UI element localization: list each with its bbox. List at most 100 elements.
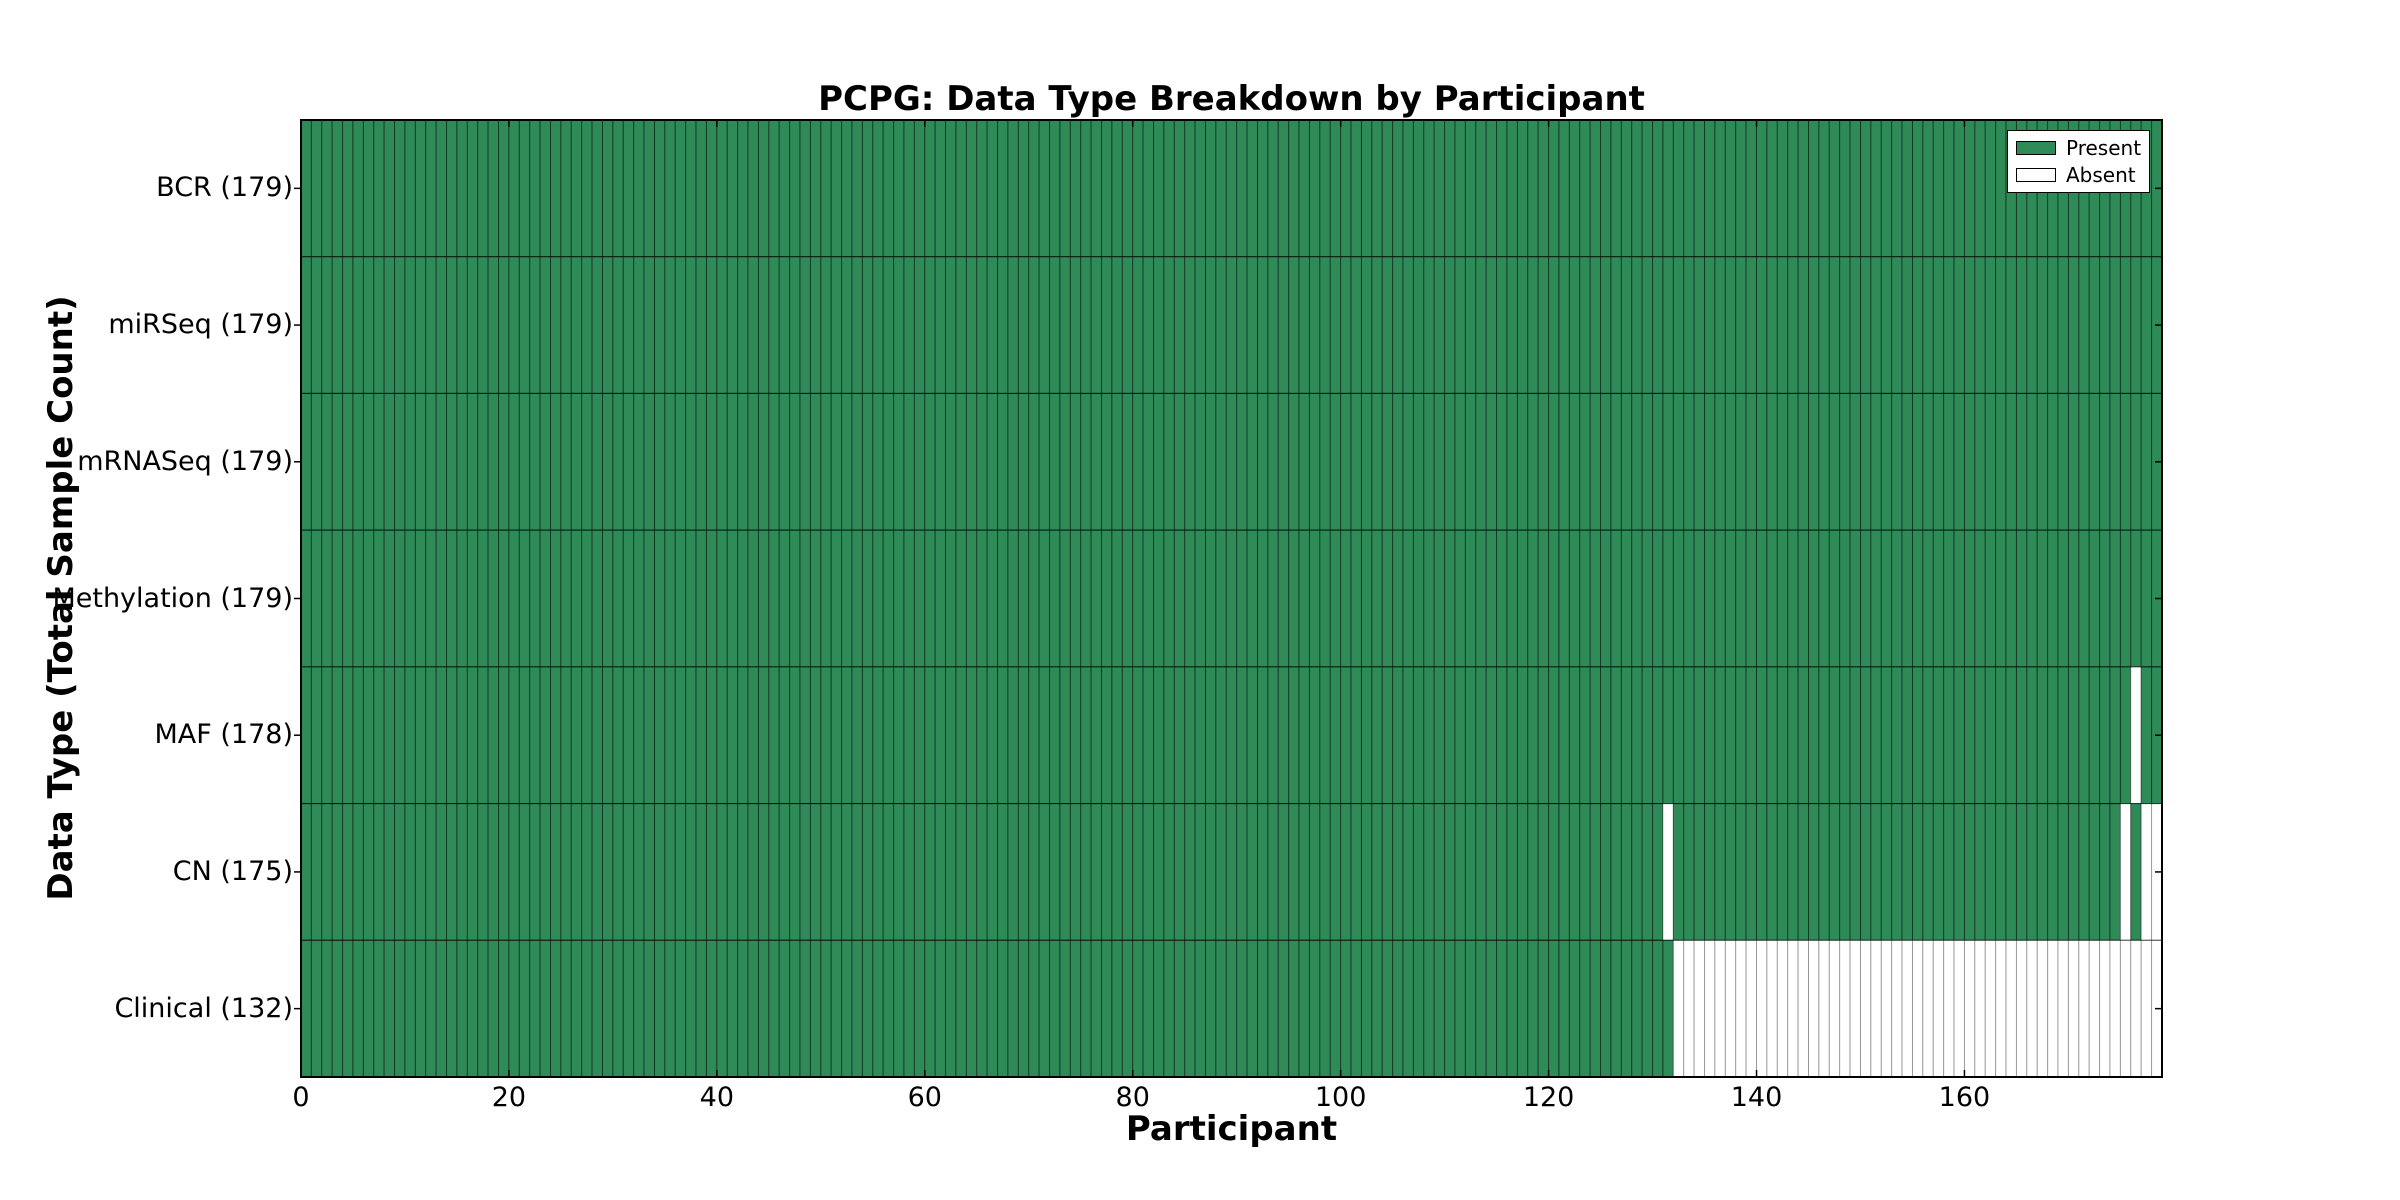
y-tick-label: MAF (178) xyxy=(154,719,293,751)
cell-present xyxy=(362,666,375,805)
cell-present xyxy=(394,119,406,258)
cell-present xyxy=(1288,392,1300,531)
cell-present xyxy=(1600,803,1612,941)
cell-present xyxy=(1329,803,1342,941)
cell-present xyxy=(1475,666,1487,805)
cell-present xyxy=(362,256,375,394)
cell-present xyxy=(664,939,676,1078)
cell-present xyxy=(653,529,666,668)
cell-present xyxy=(1256,256,1269,394)
cell-present xyxy=(1974,529,1986,668)
cell-present xyxy=(882,939,895,1078)
cell-present xyxy=(560,939,572,1078)
cell-present xyxy=(1267,666,1279,805)
cell-present xyxy=(2015,392,2028,531)
cell-present xyxy=(1818,392,1830,531)
cell-present xyxy=(1631,119,1643,258)
cell-present xyxy=(1558,939,1570,1078)
cell-present xyxy=(1007,256,1019,394)
cell-present xyxy=(1880,666,1893,805)
cell-present xyxy=(1568,939,1581,1078)
cell-present xyxy=(477,666,489,805)
x-tick-label: 0 xyxy=(292,1082,310,1113)
cell-present xyxy=(1600,392,1612,531)
cell-absent xyxy=(1724,939,1737,1078)
cell-absent xyxy=(1839,939,1851,1078)
chart-title: PCPG: Data Type Breakdown by Participant xyxy=(818,79,1645,119)
cell-present xyxy=(2099,256,2111,394)
cell-present xyxy=(1101,392,1113,531)
cell-present xyxy=(560,666,572,805)
cell-present xyxy=(882,256,895,394)
cell-present xyxy=(674,119,687,258)
x-tick-label: 20 xyxy=(491,1082,527,1113)
cell-present xyxy=(861,529,874,668)
cell-present xyxy=(331,666,344,805)
cell-absent xyxy=(2067,939,2080,1078)
cell-present xyxy=(1891,392,1903,531)
cell-present xyxy=(757,529,770,668)
cell-present xyxy=(1246,256,1258,394)
cell-present xyxy=(1808,803,1820,941)
cell-present xyxy=(498,256,510,394)
cell-absent xyxy=(1683,939,1695,1078)
cell-present xyxy=(1828,119,1841,258)
cell-present xyxy=(789,666,801,805)
cell-present xyxy=(2057,529,2069,668)
cell-present xyxy=(414,119,427,258)
cell-present xyxy=(1433,256,1446,394)
cell-present xyxy=(1880,119,1893,258)
cell-present xyxy=(695,939,707,1078)
cell-present xyxy=(1007,803,1019,941)
cell-present xyxy=(1516,529,1529,668)
cell-present xyxy=(1236,666,1248,805)
cell-absent xyxy=(2140,939,2153,1078)
cell-present xyxy=(1433,803,1446,941)
cell-present xyxy=(2057,666,2069,805)
cell-present xyxy=(685,939,697,1078)
cell-present xyxy=(1984,392,1997,531)
cell-present xyxy=(1038,803,1051,941)
cell-present xyxy=(1911,666,1924,805)
cell-present xyxy=(1028,803,1040,941)
cell-present xyxy=(1329,666,1342,805)
cell-present xyxy=(591,939,604,1078)
cell-present xyxy=(1911,529,1924,668)
cell-present xyxy=(1007,939,1019,1078)
cell-present xyxy=(1412,939,1425,1078)
cell-present xyxy=(913,529,926,668)
cell-present xyxy=(1516,666,1529,805)
cell-present xyxy=(1568,803,1581,941)
cell-present xyxy=(1516,939,1529,1078)
cell-present xyxy=(1860,119,1872,258)
cell-present xyxy=(1049,392,1061,531)
cell-present xyxy=(1828,529,1841,668)
cell-present xyxy=(799,392,811,531)
cell-present xyxy=(809,666,822,805)
cell-present xyxy=(1652,256,1664,394)
cell-present xyxy=(1984,803,1997,941)
cell-present xyxy=(1475,529,1487,668)
cell-present xyxy=(1568,256,1581,394)
cell-present xyxy=(560,119,572,258)
cell-absent xyxy=(1974,939,1986,1078)
cell-present xyxy=(1818,803,1830,941)
cell-present xyxy=(373,119,385,258)
cell-present xyxy=(1121,392,1134,531)
cell-present xyxy=(924,392,936,531)
cell-present xyxy=(1069,666,1082,805)
cell-present xyxy=(1693,803,1706,941)
cell-present xyxy=(841,529,853,668)
cell-present xyxy=(1392,666,1404,805)
cell-present xyxy=(1444,666,1456,805)
cell-present xyxy=(1381,939,1394,1078)
cell-present xyxy=(373,529,385,668)
cell-present xyxy=(1496,392,1508,531)
cell-present xyxy=(1662,256,1674,394)
cell-present xyxy=(560,529,572,668)
cell-present xyxy=(1319,666,1331,805)
cell-absent xyxy=(1704,939,1716,1078)
cell-present xyxy=(893,939,905,1078)
cell-present xyxy=(1714,392,1726,531)
cell-present xyxy=(1849,666,1861,805)
